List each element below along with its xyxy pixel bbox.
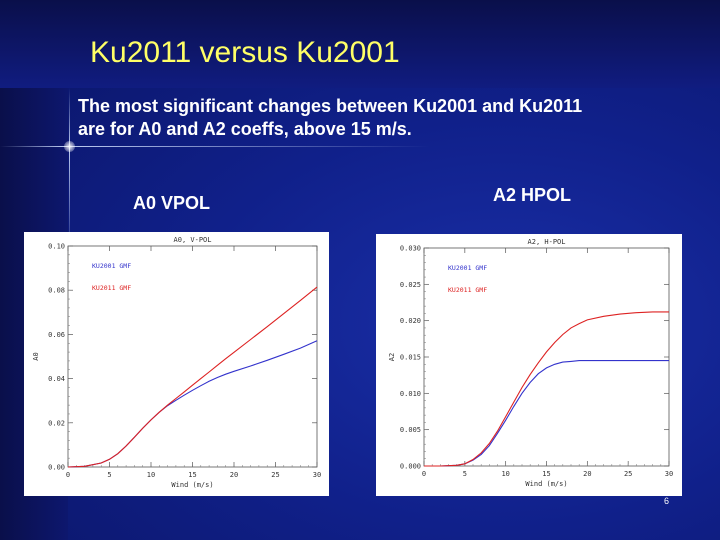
y-tick-label: 0.030 <box>400 245 421 253</box>
x-tick-label: 30 <box>313 471 321 479</box>
chart-panel-a0: A0, V-POL 0 5 10 15 20 25 30 Wind (m/s) 0.00 0.02 0… <box>24 232 329 496</box>
x-tick-label: 10 <box>501 470 509 478</box>
chart-label-a0: A0 VPOL <box>133 193 211 213</box>
legend-entry-2: KU2011 GMF <box>92 284 131 292</box>
series-line-1 <box>424 360 669 467</box>
x-tick-label: 30 <box>665 470 673 478</box>
y-tick-label: 0.025 <box>400 281 421 289</box>
x-tick-label: 0 <box>422 470 426 478</box>
y-tick-label: 0.04 <box>48 375 65 383</box>
y-tick-label: 0.00 <box>48 464 65 472</box>
y-axis-label: A2 <box>388 353 396 361</box>
chart-a2-svg: A2, H-POL 0 5 10 15 20 25 30 Wind (m/s) 0.000 0.00… <box>388 238 673 488</box>
y-tick-label: 0.08 <box>48 287 65 295</box>
y-tick-label: 0.015 <box>400 354 421 362</box>
slide-subtitle: The most significant changes between Ku2… <box>78 95 582 141</box>
subtitle-line-2: are for A0 and A2 coeffs, above 15 m/s. <box>78 119 412 139</box>
chart-panel-a2: A2, H-POL 0 5 10 15 20 25 30 Wind (m/s) 0.000 0.00… <box>376 234 682 496</box>
x-tick-label: 25 <box>624 470 632 478</box>
y-tick-label: 0.010 <box>400 390 421 398</box>
y-tick-label: 0.06 <box>48 331 65 339</box>
page-number: 6 <box>664 496 670 506</box>
y-tick-label: 0.10 <box>48 243 65 251</box>
series-line-1 <box>67 340 318 468</box>
chart-a0-svg: A0, V-POL 0 5 10 15 20 25 30 Wind (m/s) 0.00 0.02 0… <box>32 236 321 489</box>
lens-flare-vertical <box>69 88 70 258</box>
x-tick-label: 25 <box>271 471 279 479</box>
y-tick-label: 0.020 <box>400 317 421 325</box>
chart-label-a2: A2 HPOL <box>493 185 572 205</box>
plot-frame <box>67 245 318 468</box>
subtitle-line-1: The most significant changes between Ku2… <box>78 96 583 116</box>
x-tick-label: 20 <box>583 470 591 478</box>
slide-title: Ku2011 versus Ku2001 <box>90 36 400 69</box>
x-axis-label: Wind (m/s) <box>525 480 567 488</box>
series-line-2 <box>67 286 318 468</box>
chart-title: A2, H-POL <box>528 238 566 246</box>
lens-flare-horizontal <box>0 146 430 147</box>
x-tick-label: 15 <box>542 470 550 478</box>
y-axis-label: A0 <box>32 352 40 360</box>
y-tick-label: 0.000 <box>400 463 421 471</box>
y-tick-label: 0.005 <box>400 426 421 434</box>
x-tick-label: 0 <box>66 471 70 479</box>
x-tick-label: 15 <box>188 471 196 479</box>
top-background-band <box>0 0 720 88</box>
lens-flare-center <box>64 141 75 152</box>
x-tick-label: 5 <box>463 470 467 478</box>
legend-entry-1: KU2001 GMF <box>448 264 487 272</box>
legend-entry-2: KU2011 GMF <box>448 286 487 294</box>
x-axis-label: Wind (m/s) <box>171 481 213 489</box>
plot-frame <box>423 247 670 467</box>
chart-title: A0, V-POL <box>174 236 212 244</box>
y-tick-label: 0.02 <box>48 419 65 427</box>
x-tick-label: 5 <box>107 471 111 479</box>
x-tick-label: 20 <box>230 471 238 479</box>
series-line-2 <box>424 311 669 467</box>
legend-entry-1: KU2001 GMF <box>92 262 131 270</box>
x-tick-label: 10 <box>147 471 155 479</box>
